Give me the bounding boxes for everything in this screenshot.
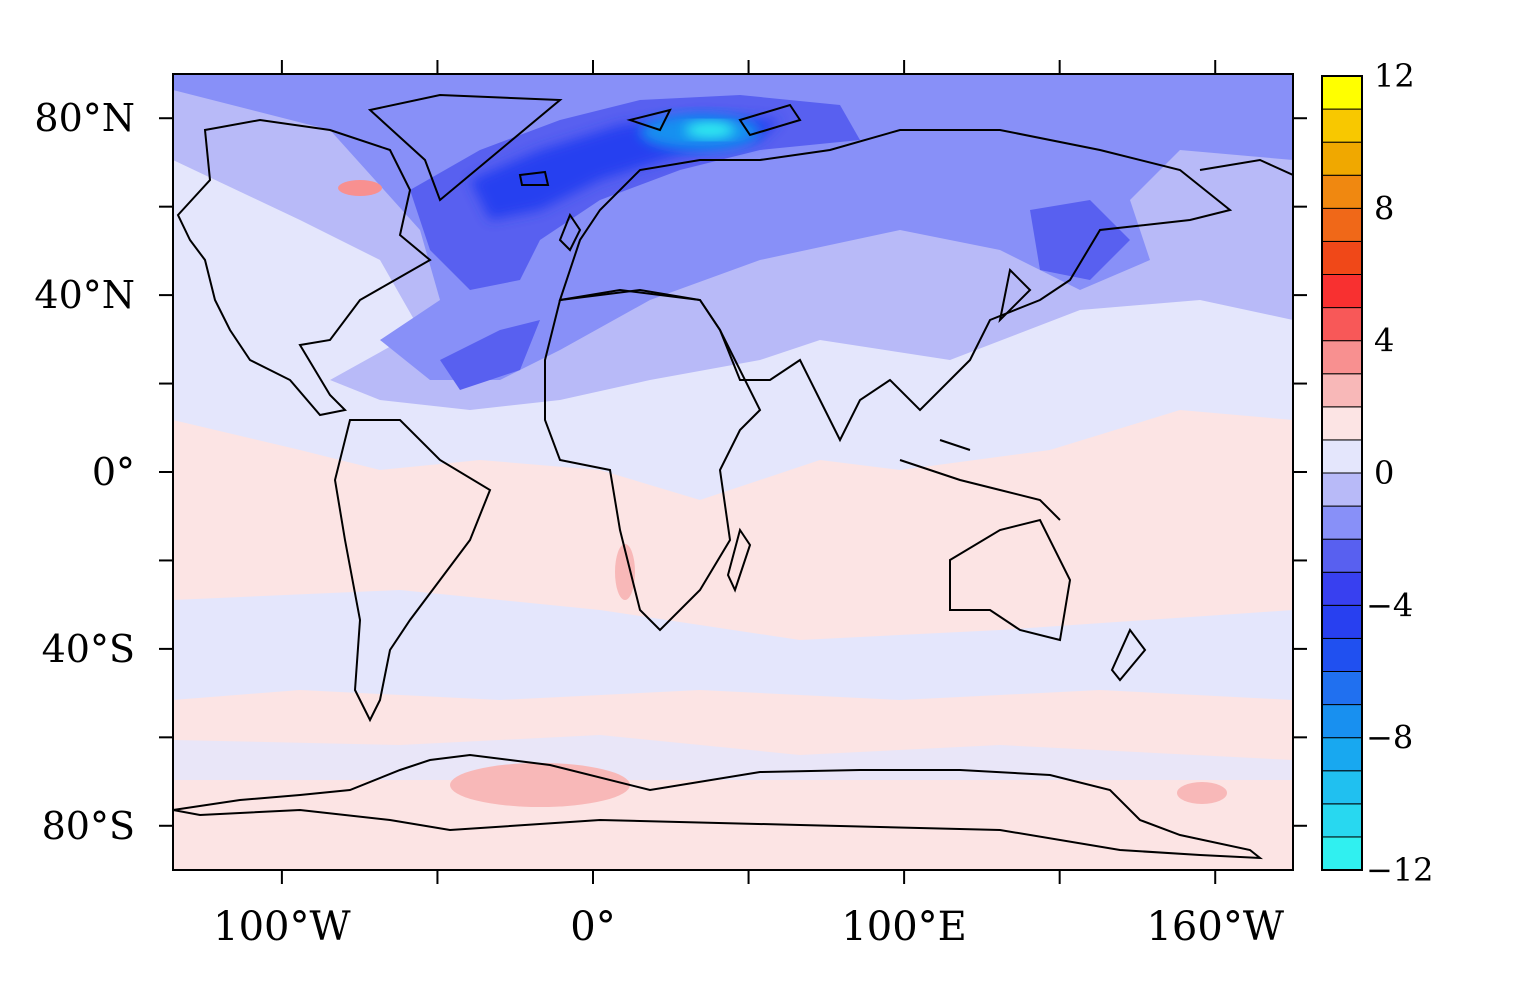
- colorbar-swatch: [1321, 671, 1363, 706]
- colorbar-frame: [1321, 75, 1363, 871]
- colorbar-swatch: [1321, 439, 1363, 474]
- colorbar-swatch: [1321, 141, 1363, 176]
- lon-tick-label: 100°E: [841, 904, 967, 950]
- coast-australia: [949, 518, 1072, 642]
- lat-tick-label: 80°S: [42, 804, 135, 848]
- field-band-minus4: [410, 95, 860, 290]
- coast-new-zealand: [1110, 628, 1147, 682]
- colorbar-swatch: [1321, 737, 1363, 772]
- colorbar-swatch: [1321, 207, 1363, 242]
- colorbar-swatch: [1321, 108, 1363, 143]
- colorbar-swatch: [1321, 803, 1363, 838]
- lon-tick-label: 100°W: [213, 904, 350, 950]
- coast-antarctica: [173, 753, 1264, 860]
- colorbar-tick-label: −4: [1366, 586, 1413, 624]
- colorbar-tick-label: 4: [1374, 322, 1394, 360]
- coast-uk: [558, 212, 582, 252]
- coast-svalbard: [626, 108, 672, 132]
- latitude-axis: 80°N 40°N 0° 40°S 80°S: [34, 96, 1307, 848]
- coast-north-america: [176, 118, 432, 417]
- field-band-minus4-pacific: [1030, 200, 1130, 280]
- field-positive-weddell: [450, 763, 630, 807]
- colorbar-swatch: [1321, 174, 1363, 209]
- colorbar-swatch: [1321, 505, 1363, 540]
- colorbar-tick-label: 12: [1374, 57, 1415, 95]
- coast-south-america: [333, 419, 492, 723]
- coast-japan: [998, 267, 1032, 324]
- map-panel: 80°N 40°N 0° 40°S 80°S 100°W 0° 100°E 160°W: [34, 60, 1307, 950]
- colorbar-tick-label: −12: [1366, 851, 1434, 889]
- colorbar-swatch: [1321, 274, 1363, 309]
- colorbar-swatch: [1321, 637, 1363, 673]
- field-band-southern-lavender: [173, 590, 1293, 700]
- colorbar-swatch: [1321, 571, 1363, 606]
- coastlines: [173, 93, 1293, 860]
- coast-alaska: [1199, 158, 1293, 176]
- colorbar-tick-label: 0: [1374, 454, 1394, 492]
- colorbar-tick-label: −8: [1366, 719, 1413, 757]
- colorbar-swatch: [1321, 406, 1363, 441]
- field-positive-hudson: [338, 180, 382, 196]
- colorbar-swatch: [1321, 704, 1363, 739]
- colorbar: 12 8 4 0 −4 −8 −12: [1321, 57, 1434, 889]
- lat-tick-label: 80°N: [34, 96, 135, 140]
- lat-tick-label: 40°S: [42, 627, 135, 671]
- field-positive-ross: [1177, 782, 1227, 804]
- field-positive-benguela: [615, 544, 635, 600]
- longitude-axis: 100°W 0° 100°E 160°W: [213, 60, 1284, 950]
- colorbar-swatch: [1321, 538, 1363, 573]
- coast-indonesia: [899, 439, 1061, 521]
- coast-madagascar: [726, 527, 752, 593]
- coast-greenland: [367, 93, 563, 202]
- coast-eurasia: [558, 129, 1233, 443]
- lon-tick-label: 160°W: [1146, 904, 1283, 950]
- colorbar-swatch: [1321, 472, 1363, 507]
- colorbar-swatch: [1321, 340, 1363, 375]
- colorbar-tick-label: 8: [1374, 189, 1394, 227]
- colorbar-swatch: [1321, 373, 1363, 408]
- colorbar-swatch: [1321, 770, 1363, 805]
- coast-iceland: [518, 170, 550, 186]
- field-band-antarctic-lavender: [173, 735, 1293, 780]
- colorbar-swatch: [1321, 836, 1363, 871]
- colorbar-swatch: [1321, 307, 1363, 342]
- anomaly-field: [173, 74, 1293, 870]
- colorbar-swatch: [1321, 240, 1363, 276]
- lat-tick-label: 0°: [92, 450, 135, 494]
- field-band-minus3: [173, 74, 1293, 380]
- field-band-minus12: [685, 122, 735, 138]
- lat-tick-label: 40°N: [34, 273, 135, 317]
- coast-novaya-zemlya: [738, 103, 802, 137]
- lon-tick-label: 0°: [570, 904, 615, 950]
- colorbar-swatch: [1321, 75, 1363, 110]
- colorbar-swatch: [1321, 604, 1363, 639]
- field-band-minus4-atlantic: [440, 320, 540, 390]
